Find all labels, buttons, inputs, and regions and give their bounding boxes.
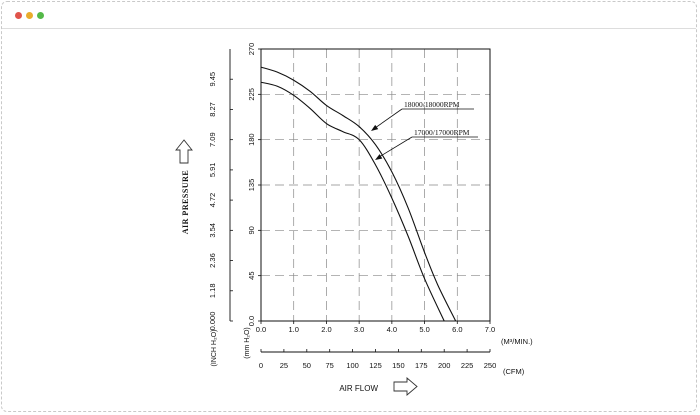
series-line [260, 81, 445, 322]
series-label: 18000/18000RPM [404, 100, 460, 109]
cfm-axis: 0 25 50 75 100 125 150 175 200 225 250 [259, 349, 496, 370]
y-tick-label: 135 [247, 179, 256, 192]
pressure-arrow-icon [175, 139, 193, 164]
y-tick-label: 90 [247, 226, 256, 234]
x-tick-label: 7.0 [485, 325, 495, 334]
cfm-tick-label: 225 [461, 361, 474, 370]
series-leader-line [378, 136, 413, 158]
cfm-tick-label: 175 [415, 361, 428, 370]
inch-tick-label: 5.91 [208, 163, 217, 178]
flow-arrow-icon [393, 377, 418, 396]
inch-tick-label: 2.36 [208, 253, 217, 268]
maximize-button[interactable] [37, 12, 44, 19]
series-labels: 18000/18000RPM 17000/17000RPM [371, 100, 478, 160]
y-axis-ticks: 0.0 45 90 135 180 225 270 [247, 43, 261, 326]
x-tick-label: 0.0 [256, 325, 266, 334]
series-leader-line [374, 108, 403, 129]
cfm-tick-label: 75 [326, 361, 334, 370]
cfm-tick-label: 50 [303, 361, 311, 370]
x-axis-label: AIR FLOW [339, 384, 378, 393]
series-line [260, 66, 457, 322]
cfm-tick-label: 250 [484, 361, 497, 370]
cfm-tick-label: 25 [280, 361, 288, 370]
grid [261, 49, 490, 321]
y-tick-label: 45 [247, 271, 256, 279]
inch-tick-label: 7.09 [208, 132, 217, 147]
inch-axis: 0.000 1.18 2.36 3.54 4.72 5.91 7.09 8.27 9.45 [208, 49, 233, 330]
y-unit-secondary: (INCH H₂O) [211, 330, 218, 367]
cfm-tick-label: 200 [438, 361, 451, 370]
cfm-tick-label: 0 [259, 361, 263, 370]
y-tick-label: 270 [247, 43, 256, 56]
inch-tick-label: 3.54 [208, 223, 217, 238]
x-tick-label: 6.0 [452, 325, 462, 334]
inch-tick-label: 8.27 [208, 102, 217, 117]
x-tick-label: 1.0 [288, 325, 298, 334]
x-unit-secondary: (CFM) [503, 367, 525, 376]
y-tick-label: 0.0 [247, 316, 256, 326]
inch-tick-label: 1.18 [208, 283, 217, 298]
cfm-tick-label: 150 [392, 361, 405, 370]
series-label: 17000/17000RPM [414, 128, 470, 137]
y-tick-label: 225 [247, 88, 256, 101]
y-tick-label: 180 [247, 133, 256, 146]
series-leader-arrowhead [375, 154, 383, 160]
close-button[interactable] [15, 12, 22, 19]
x-tick-label: 4.0 [387, 325, 397, 334]
inch-tick-label: 9.45 [208, 72, 217, 87]
x-unit-primary: (M³/MIN.) [501, 337, 533, 346]
inch-tick-label: 0.000 [208, 312, 217, 331]
series-leader-arrowhead [371, 124, 379, 131]
x-tick-label: 2.0 [321, 325, 331, 334]
y-unit-primary: (mm H₂O) [244, 327, 251, 359]
x-tick-label: 5.0 [419, 325, 429, 334]
cfm-tick-label: 100 [346, 361, 359, 370]
cfm-tick-label: 125 [369, 361, 382, 370]
x-tick-label: 3.0 [354, 325, 364, 334]
title-bar [2, 2, 696, 29]
x-axis-ticks: 0.0 1.0 2.0 3.0 4.0 5.0 6.0 7.0 [256, 321, 495, 334]
minimize-button[interactable] [26, 12, 33, 19]
y-axis-label: AIR PRESSURE [181, 170, 190, 234]
inch-tick-label: 4.72 [208, 193, 217, 208]
curves [260, 66, 457, 322]
